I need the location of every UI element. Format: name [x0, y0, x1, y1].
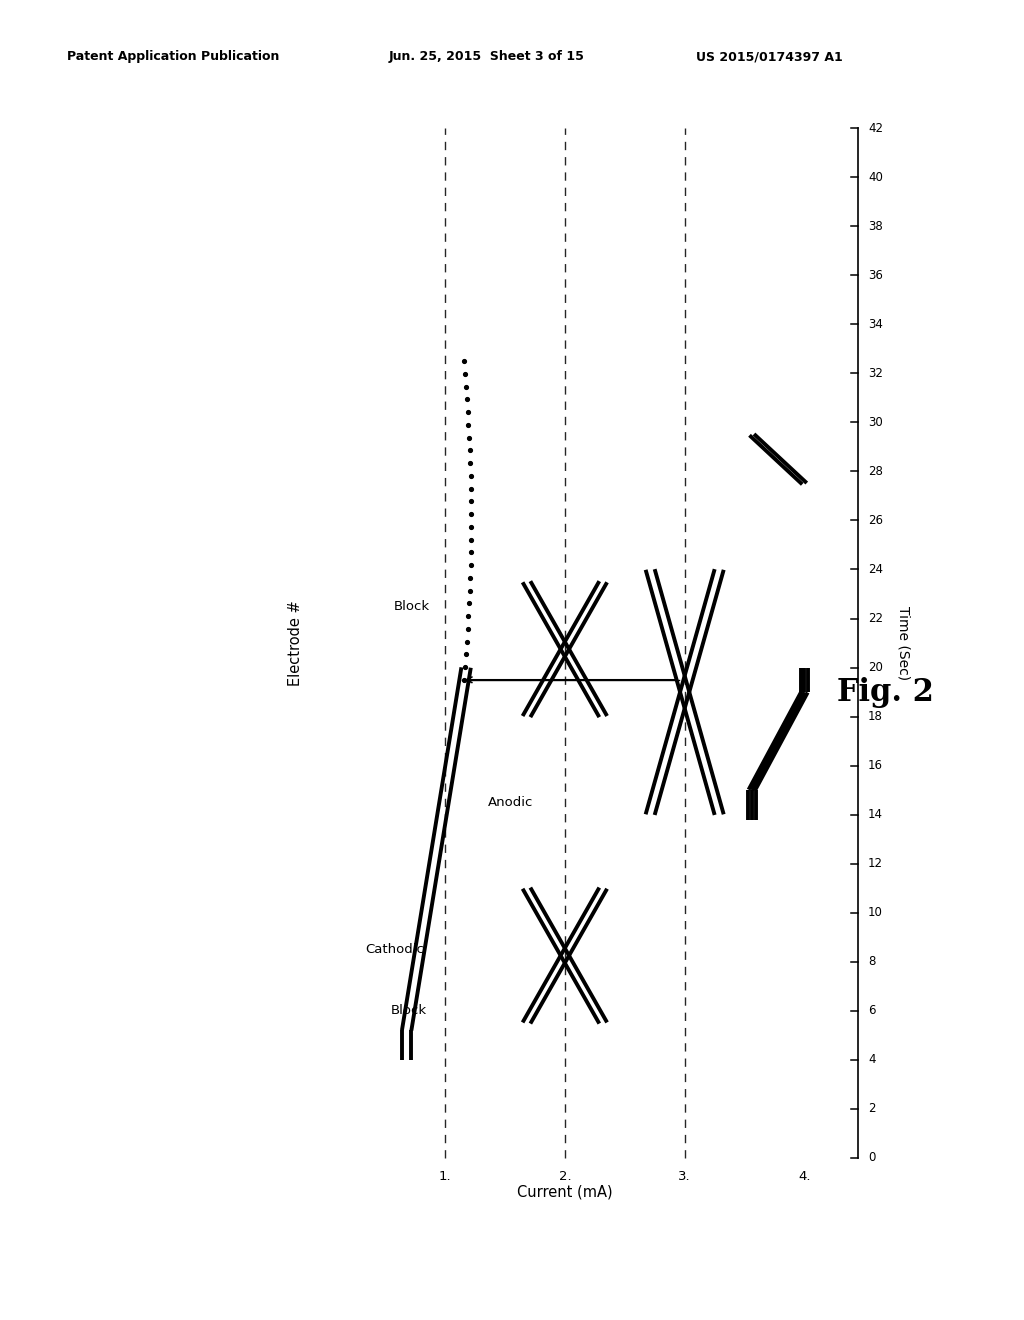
Text: 12: 12 — [868, 857, 883, 870]
Text: 26: 26 — [868, 513, 883, 527]
Text: Anodic: Anodic — [488, 796, 534, 809]
Text: 30: 30 — [868, 416, 883, 429]
Text: 0: 0 — [868, 1151, 876, 1164]
Text: 32: 32 — [868, 367, 883, 380]
Text: 18: 18 — [868, 710, 883, 723]
Text: 40: 40 — [868, 170, 883, 183]
Text: 22: 22 — [868, 612, 883, 624]
Text: 16: 16 — [868, 759, 883, 772]
Text: 24: 24 — [868, 564, 883, 576]
Text: 14: 14 — [868, 808, 883, 821]
Text: Patent Application Publication: Patent Application Publication — [67, 50, 279, 63]
Text: Block: Block — [393, 599, 429, 612]
Text: 8: 8 — [868, 956, 876, 968]
Text: Time (Sec): Time (Sec) — [897, 606, 911, 680]
Text: Current (mA): Current (mA) — [517, 1185, 612, 1200]
Text: Block: Block — [391, 1005, 427, 1018]
Text: 20: 20 — [868, 661, 883, 675]
Text: 6: 6 — [868, 1005, 876, 1018]
Text: 28: 28 — [868, 465, 883, 478]
Text: Jun. 25, 2015  Sheet 3 of 15: Jun. 25, 2015 Sheet 3 of 15 — [389, 50, 585, 63]
Text: Electrode #: Electrode # — [288, 601, 303, 686]
Text: 36: 36 — [868, 269, 883, 281]
Text: US 2015/0174397 A1: US 2015/0174397 A1 — [696, 50, 843, 63]
Text: Cathodic: Cathodic — [366, 942, 424, 956]
Text: 2.: 2. — [558, 1170, 571, 1183]
Text: 3.: 3. — [678, 1170, 691, 1183]
Text: 1.: 1. — [438, 1170, 452, 1183]
Text: Fig. 2: Fig. 2 — [838, 677, 934, 709]
Text: 4: 4 — [868, 1053, 876, 1067]
Text: 2: 2 — [868, 1102, 876, 1115]
Text: 10: 10 — [868, 907, 883, 919]
Text: 38: 38 — [868, 220, 883, 232]
Text: 34: 34 — [868, 318, 883, 331]
Text: 42: 42 — [868, 121, 883, 135]
Text: 4.: 4. — [799, 1170, 811, 1183]
